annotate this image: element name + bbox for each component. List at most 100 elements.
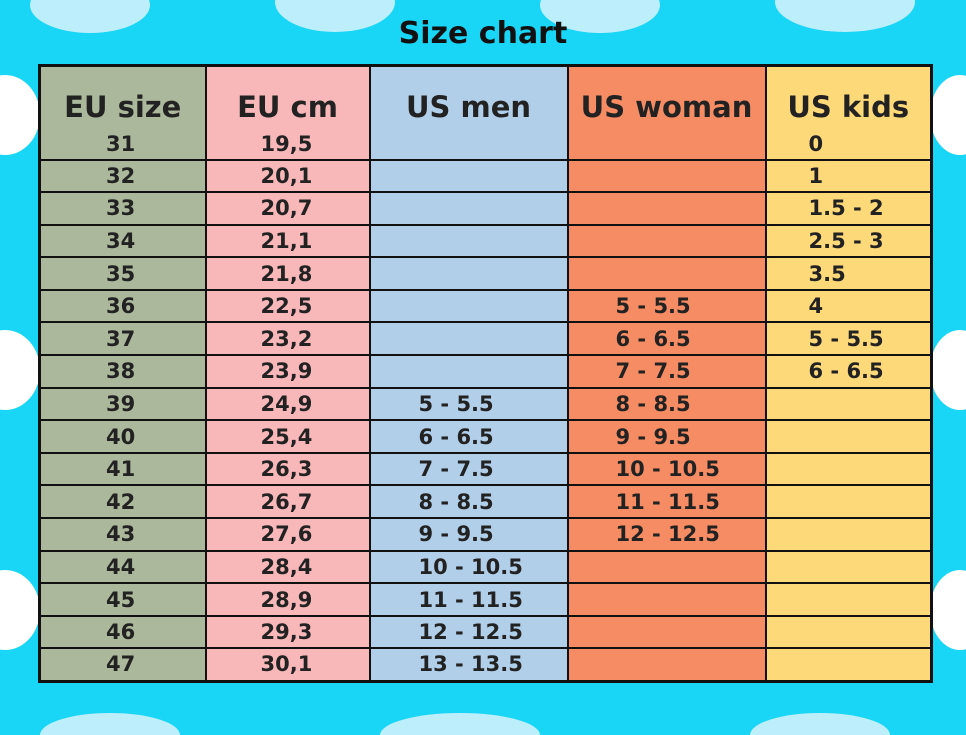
- table-cell: 0: [764, 129, 933, 161]
- table-cell: [764, 485, 933, 520]
- table-cell: [764, 387, 933, 422]
- table-cell: [566, 129, 767, 161]
- table-row: 46 29,3 12 - 12.5: [38, 615, 933, 650]
- table-cell: 11 - 11.5: [566, 485, 767, 520]
- table-cell: [764, 550, 933, 585]
- table-cell: 9 - 9.5: [368, 518, 569, 552]
- table-cell: [368, 192, 569, 226]
- table-cell: 5 - 5.5: [566, 289, 767, 324]
- table-row: 45 28,9 11 - 11.5: [38, 583, 933, 617]
- table-row: 43 27,6 9 - 9.5 12 - 12.5: [38, 518, 933, 552]
- table-cell: 12 - 12.5: [368, 615, 569, 650]
- table-cell: 43: [38, 518, 207, 552]
- table-cell: 13 - 13.5: [368, 648, 569, 682]
- table-cell: [566, 257, 767, 291]
- header-cell: EU cm: [204, 65, 371, 130]
- table-cell: 39: [38, 387, 207, 422]
- table-row: 31 19,5 0: [38, 129, 933, 161]
- table-cell: 21,8: [204, 257, 371, 291]
- table-cell: 5 - 5.5: [764, 322, 933, 357]
- table-cell: 7 - 7.5: [566, 355, 767, 389]
- table-cell: 35: [38, 257, 207, 291]
- table-cell: 12 - 12.5: [566, 518, 767, 552]
- table-cell: [368, 257, 569, 291]
- table-cell: [566, 615, 767, 650]
- table-cell: 1: [764, 159, 933, 194]
- table-cell: [764, 452, 933, 487]
- table-cell: [368, 159, 569, 194]
- table-cell: [566, 224, 767, 259]
- table-cell: [368, 289, 569, 324]
- table-cell: 20,1: [204, 159, 371, 194]
- table-cell: [764, 420, 933, 454]
- table-row: 36 22,5 5 - 5.5 4: [38, 289, 933, 324]
- table-cell: [566, 550, 767, 585]
- table-cell: 32: [38, 159, 207, 194]
- table-cell: 6 - 6.5: [764, 355, 933, 389]
- table-row: 35 21,8 3.5: [38, 257, 933, 291]
- table-cell: 25,4: [204, 420, 371, 454]
- table-cell: 45: [38, 583, 207, 617]
- table-cell: 3.5: [764, 257, 933, 291]
- table-row: 32 20,1 1: [38, 159, 933, 194]
- table-cell: 29,3: [204, 615, 371, 650]
- table-cell: 10 - 10.5: [368, 550, 569, 585]
- table-cell: 38: [38, 355, 207, 389]
- table-row: 42 26,7 8 - 8.5 11 - 11.5: [38, 485, 933, 520]
- table-cell: 22,5: [204, 289, 371, 324]
- table-cell: 6 - 6.5: [566, 322, 767, 357]
- table-cell: 41: [38, 452, 207, 487]
- table-row: 44 28,4 10 - 10.5: [38, 550, 933, 585]
- table-cell: [764, 615, 933, 650]
- table-cell: 47: [38, 648, 207, 682]
- table-cell: [368, 355, 569, 389]
- table-cell: 21,1: [204, 224, 371, 259]
- table-cell: 26,7: [204, 485, 371, 520]
- table-cell: [368, 224, 569, 259]
- table-cell: [764, 648, 933, 682]
- table-cell: 23,9: [204, 355, 371, 389]
- table-cell: 20,7: [204, 192, 371, 226]
- table-cell: 36: [38, 289, 207, 324]
- header-cell: US kids: [764, 65, 933, 130]
- table-row: 33 20,7 1.5 - 2: [38, 192, 933, 226]
- table-cell: [566, 192, 767, 226]
- table-cell: 46: [38, 615, 207, 650]
- table-cell: 23,2: [204, 322, 371, 357]
- table-cell: 34: [38, 224, 207, 259]
- table-cell: 8 - 8.5: [566, 387, 767, 422]
- size-table: EU size EU cm US men US woman US kids 31 19,5 0…: [38, 64, 933, 683]
- table-cell: [368, 322, 569, 357]
- table-cell: [566, 648, 767, 682]
- table-cell: 40: [38, 420, 207, 454]
- table-row: 39 24,9 5 - 5.5 8 - 8.5: [38, 387, 933, 422]
- table-cell: 31: [38, 129, 207, 161]
- table-row: 47 30,1 13 - 13.5: [38, 648, 933, 682]
- table-cell: 44: [38, 550, 207, 585]
- table-row: 38 23,9 7 - 7.5 6 - 6.5: [38, 355, 933, 389]
- table-cell: [368, 129, 569, 161]
- table-cell: 28,4: [204, 550, 371, 585]
- table-cell: 37: [38, 322, 207, 357]
- header-row: EU size EU cm US men US woman US kids: [38, 65, 933, 130]
- table-cell: 30,1: [204, 648, 371, 682]
- table-cell: 24,9: [204, 387, 371, 422]
- table-cell: [764, 518, 933, 552]
- table-row: 37 23,2 6 - 6.5 5 - 5.5: [38, 322, 933, 357]
- table-row: 40 25,4 6 - 6.5 9 - 9.5: [38, 420, 933, 454]
- table-cell: 5 - 5.5: [368, 387, 569, 422]
- table-cell: 28,9: [204, 583, 371, 617]
- table-row: 41 26,3 7 - 7.5 10 - 10.5: [38, 452, 933, 487]
- table-cell: 27,6: [204, 518, 371, 552]
- table-cell: 1.5 - 2: [764, 192, 933, 226]
- table-cell: 26,3: [204, 452, 371, 487]
- table-cell: 6 - 6.5: [368, 420, 569, 454]
- title: Size chart: [398, 16, 568, 51]
- header-cell: EU size: [38, 65, 207, 130]
- table-row: 34 21,1 2.5 - 3: [38, 224, 933, 259]
- table-cell: 7 - 7.5: [368, 452, 569, 487]
- table-cell: 9 - 9.5: [566, 420, 767, 454]
- table-cell: [764, 583, 933, 617]
